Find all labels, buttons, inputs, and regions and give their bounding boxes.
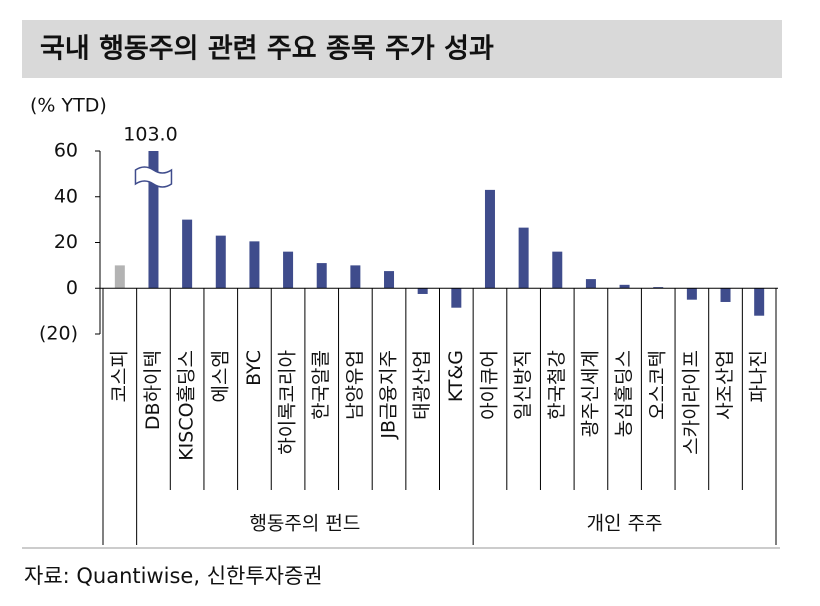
bar bbox=[552, 251, 563, 289]
bar bbox=[585, 279, 596, 289]
bar bbox=[148, 151, 159, 289]
x-tick-label: 농심홀딩스 bbox=[613, 350, 635, 437]
x-tick-label: 일신방직 bbox=[512, 350, 534, 420]
x-tick-label: 태광산업 bbox=[411, 350, 433, 420]
y-tick-label: 40 bbox=[54, 185, 78, 207]
bar bbox=[619, 284, 630, 289]
bar bbox=[686, 288, 697, 300]
chart-title: 국내 행동주의 관련 주요 종목 주가 성과 bbox=[40, 34, 494, 65]
x-tick-label: JB금융지주 bbox=[378, 350, 400, 440]
bar bbox=[182, 219, 193, 289]
bar bbox=[484, 189, 495, 289]
group-label: 개인 주주 bbox=[587, 513, 663, 535]
x-tick-label: 남양유업 bbox=[344, 350, 366, 420]
x-tick-label: 파나진 bbox=[748, 350, 770, 402]
y-tick-label: 20 bbox=[54, 231, 78, 253]
x-tick-label: 광주신세계 bbox=[579, 350, 601, 437]
x-tick-label: 한국알콜 bbox=[310, 350, 332, 420]
y-tick-label: (20) bbox=[39, 323, 78, 345]
bar bbox=[283, 251, 294, 289]
value-label: 103.0 bbox=[123, 124, 177, 146]
bar bbox=[417, 288, 428, 294]
bar bbox=[350, 265, 361, 289]
x-tick-label: KISCO홀딩스 bbox=[176, 350, 198, 461]
bar bbox=[215, 235, 226, 289]
x-tick-label: 한국철강 bbox=[546, 350, 568, 420]
x-tick-label: 아이큐어 bbox=[478, 350, 500, 420]
x-tick-label: BYC bbox=[243, 350, 265, 386]
axis-break bbox=[134, 166, 173, 188]
y-tick-label: 60 bbox=[54, 140, 78, 162]
bar bbox=[518, 227, 529, 289]
x-tick-label: 에스엠 bbox=[209, 350, 231, 402]
bar bbox=[754, 288, 765, 316]
y-axis-label: (% YTD) bbox=[30, 95, 107, 117]
title-bar bbox=[22, 20, 782, 78]
bar bbox=[249, 241, 260, 289]
y-tick-label: 0 bbox=[66, 277, 78, 299]
bar bbox=[720, 288, 731, 302]
bar bbox=[384, 271, 395, 289]
bar bbox=[451, 288, 462, 308]
x-tick-label: KT&G bbox=[445, 350, 467, 402]
x-tick-label: 스카이라이프 bbox=[680, 350, 702, 455]
x-tick-label: 코스피 bbox=[108, 350, 130, 402]
source: 자료: Quantiwise, 신한투자증권 bbox=[24, 564, 323, 588]
group-label: 행동주의 펀드 bbox=[249, 513, 360, 535]
x-tick-label: 오스코텍 bbox=[647, 350, 669, 420]
x-tick-label: 사조산업 bbox=[714, 350, 736, 420]
x-tick-label: 하이록코리아 bbox=[277, 350, 299, 455]
bar bbox=[316, 263, 327, 289]
x-tick-label: DB하이텍 bbox=[142, 350, 164, 430]
bar bbox=[114, 265, 125, 289]
bar bbox=[653, 287, 664, 289]
